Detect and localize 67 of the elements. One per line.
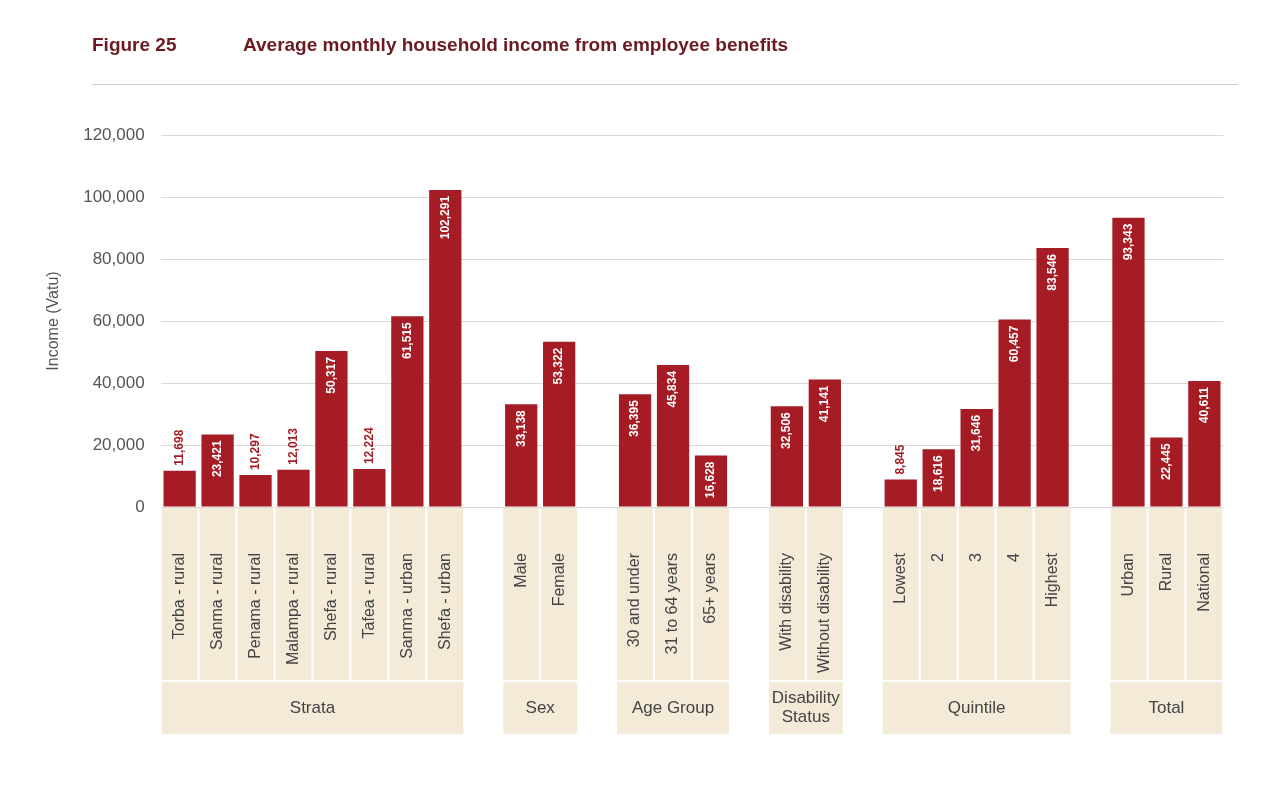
x-tick-label: Male [511, 552, 529, 588]
x-tick-label: 30 and under [625, 552, 643, 648]
text: Disability Status [771, 688, 841, 727]
data-label: 23,421 [209, 440, 224, 478]
x-tick-label: Urban [1118, 553, 1136, 597]
data-label: 53,322 [551, 347, 566, 385]
x-tick-label: Penama - rural [245, 553, 263, 659]
x-tick-label: Rural [1156, 553, 1174, 592]
data-label: 45,834 [665, 370, 680, 408]
bar [163, 470, 196, 507]
x-tick-label: 3 [967, 552, 985, 562]
data-label: 60,457 [1006, 325, 1021, 363]
x-tick-label: Shefa - urban [435, 553, 453, 650]
data-label: 83,546 [1044, 253, 1059, 291]
bar [277, 469, 310, 507]
data-label: 11,698 [171, 429, 186, 466]
data-label: 50,317 [323, 356, 338, 394]
y-tick-label: 100,000 [83, 186, 145, 206]
data-label: 12,013 [285, 427, 300, 465]
data-label: 93,343 [1120, 223, 1135, 261]
y-axis-title: Income (Vatu) [44, 271, 62, 371]
x-tick-label: Torba - rural [170, 553, 188, 640]
data-label: 32,506 [779, 411, 794, 449]
text: Strata [289, 697, 336, 717]
chart-title: Figure 25 [92, 34, 177, 56]
x-tick-label: Sanma - urban [397, 553, 415, 659]
x-tick-label: Malampa - rural [283, 553, 301, 666]
text: Age Group [631, 697, 715, 717]
x-tick-label: Without disability [815, 553, 833, 674]
data-label: 31,646 [968, 414, 983, 452]
data-label: 12,224 [361, 427, 376, 465]
data-label: 36,395 [627, 399, 642, 437]
y-tick-label: 80,000 [92, 248, 145, 268]
x-tick-label: Sanma - rural [207, 553, 225, 650]
text: Sex [525, 697, 556, 717]
data-label: 16,628 [703, 461, 718, 499]
data-label: 8,845 [893, 444, 908, 475]
y-tick-label: 60,000 [92, 310, 145, 330]
chart-subtitle: Average monthly household income from employee benefits [243, 34, 789, 56]
bar [884, 479, 917, 507]
bar [353, 469, 386, 507]
x-tick-label: Lowest [891, 552, 909, 604]
x-tick-label: With disability [777, 553, 795, 651]
data-label: 40,611 [1196, 386, 1211, 424]
text: Total [1148, 697, 1185, 717]
data-label: 102,291 [437, 195, 452, 240]
x-tick-label: Highest [1042, 552, 1060, 608]
data-label: 33,138 [513, 409, 528, 447]
x-tick-label: National [1194, 553, 1212, 612]
x-tick-label: Tafea - rural [359, 553, 377, 639]
data-label: 22,445 [1158, 443, 1173, 481]
bar [239, 475, 272, 507]
y-tick-label: 40,000 [92, 372, 145, 392]
x-tick-label: 31 to 64 years [663, 553, 681, 655]
y-tick-label: 20,000 [92, 434, 145, 454]
x-tick-label: Shefa - rural [321, 553, 339, 642]
x-tick-label: Female [549, 552, 567, 607]
x-tick-label: 65+ years [701, 553, 719, 624]
y-tick-label: 120,000 [83, 124, 145, 144]
y-tick-label: 0 [135, 496, 145, 516]
data-label: 10,297 [247, 433, 262, 471]
text: Quintile [947, 697, 1006, 717]
x-tick-label: 2 [929, 552, 947, 562]
x-tick-label: 4 [1005, 552, 1023, 562]
data-label: 61,515 [399, 321, 414, 360]
data-label: 18,616 [931, 454, 946, 492]
data-label: 41,141 [817, 385, 832, 423]
